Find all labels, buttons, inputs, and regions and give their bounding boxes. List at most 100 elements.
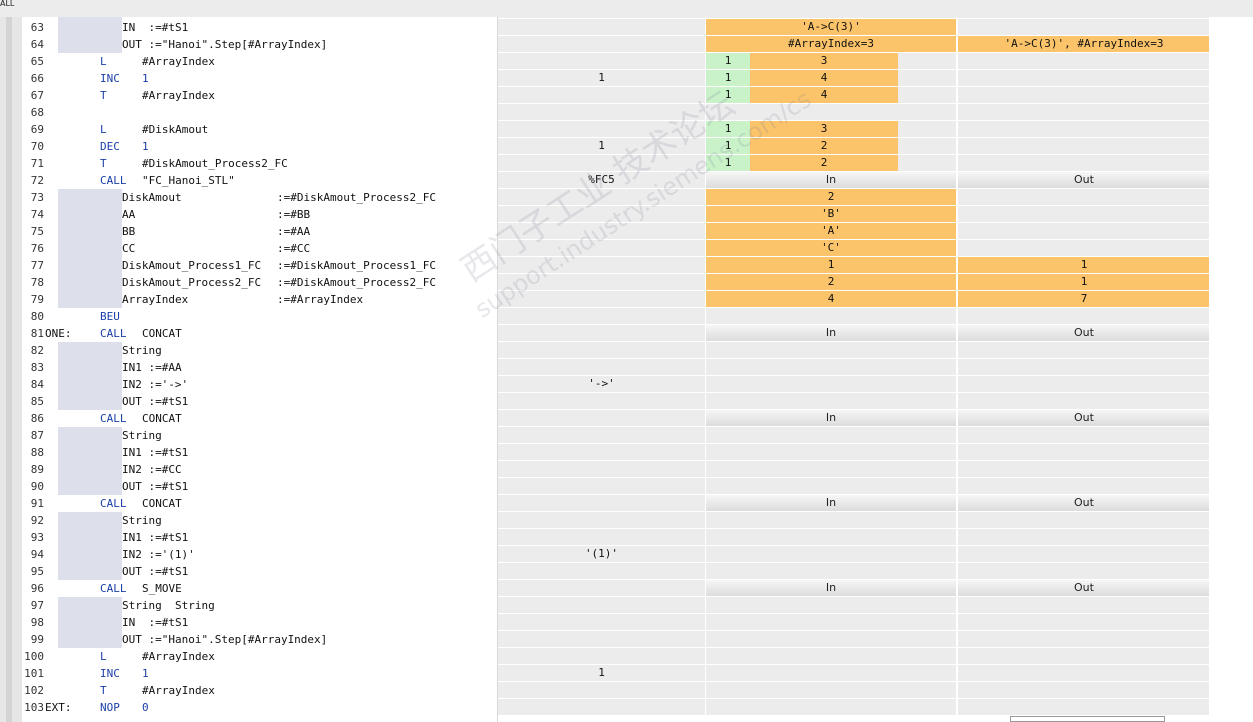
status-cell-bg xyxy=(706,444,956,460)
code-line[interactable]: 69 L #DiskAmout xyxy=(22,121,497,138)
status-cell-accu xyxy=(498,512,705,528)
status-row xyxy=(498,614,1210,631)
code-line[interactable]: 96 CALL S_MOVE xyxy=(22,580,497,597)
all-button[interactable]: ALL xyxy=(0,0,15,8)
indent-block xyxy=(58,614,122,631)
code-line[interactable]: 85 OUT :=#tS1 xyxy=(22,393,497,410)
line-number: 102 xyxy=(24,684,44,697)
status-row xyxy=(498,342,1210,359)
zoom-dropdown[interactable] xyxy=(1010,716,1165,722)
code-line[interactable]: 88 IN1 :=#tS1 xyxy=(22,444,497,461)
status-cell-accu xyxy=(498,529,705,545)
status-cell-accu xyxy=(498,427,705,443)
status-cell-bg xyxy=(958,682,1210,698)
status-cell-accu xyxy=(498,308,705,324)
status-cell-bg xyxy=(958,138,1210,154)
code-line[interactable]: 63 IN :=#tS1 xyxy=(22,19,497,36)
status-value: 1 xyxy=(706,121,750,137)
status-cell-bg xyxy=(958,376,1210,392)
status-row xyxy=(498,597,1210,614)
instruction: CALL xyxy=(100,412,127,425)
code-line[interactable]: 98 IN :=#tS1 xyxy=(22,614,497,631)
code-line[interactable]: 100 L #ArrayIndex xyxy=(22,648,497,665)
line-number: 79 xyxy=(30,293,44,306)
status-cell-accu: 1 xyxy=(498,138,705,154)
code-line[interactable]: 87 String xyxy=(22,427,497,444)
code-line[interactable]: 80 BEU xyxy=(22,308,497,325)
status-cell-bg xyxy=(958,87,1210,103)
code-line[interactable]: 78 DiskAmout_Process2_FC:=#DiskAmout_Proc… xyxy=(22,274,497,291)
code-line[interactable]: 97 String String xyxy=(22,597,497,614)
call-parameter: OUT :=#tS1 xyxy=(122,480,189,493)
call-parameter: String xyxy=(122,429,162,442)
stl-code-editor[interactable]: 62String String 63 IN :=#tS1 64 OUT :="Hanoi… xyxy=(22,17,497,722)
call-parameter: IN :=#tS1 xyxy=(122,21,189,34)
param-value: :=#DiskAmout_Process2_FC xyxy=(277,276,436,289)
code-line[interactable]: 92 String xyxy=(22,512,497,529)
code-line[interactable]: 66 INC 1 xyxy=(22,70,497,87)
status-cell-accu xyxy=(498,393,705,409)
status-cell-bg xyxy=(706,529,956,545)
line-number: 92 xyxy=(30,514,44,527)
status-cell-bg xyxy=(958,240,1210,256)
status-cell-bg xyxy=(706,614,956,630)
status-cell-accu xyxy=(498,342,705,358)
code-line[interactable]: 67 T #ArrayIndex xyxy=(22,87,497,104)
param-name: DiskAmout_Process1_FC xyxy=(122,259,262,272)
line-number: 91 xyxy=(30,497,44,510)
status-cell-bg xyxy=(958,104,1210,120)
code-line[interactable]: 70 DEC 1 xyxy=(22,138,497,155)
status-cell-bg xyxy=(958,614,1210,630)
code-line[interactable]: 91 CALL CONCAT xyxy=(22,495,497,512)
instruction: BEU xyxy=(100,310,120,323)
code-line[interactable]: 93 IN1 :=#tS1 xyxy=(22,529,497,546)
status-cell-bg xyxy=(706,342,956,358)
status-row: In Out xyxy=(498,580,1210,597)
code-line[interactable]: 86 CALL CONCAT xyxy=(22,410,497,427)
instruction: T xyxy=(100,684,107,697)
code-line[interactable]: 65 L #ArrayIndex xyxy=(22,53,497,70)
status-row xyxy=(498,104,1210,121)
code-line[interactable]: 77 DiskAmout_Process1_FC:=#DiskAmout_Proc… xyxy=(22,257,497,274)
code-line[interactable]: 71 T #DiskAmout_Process2_FC xyxy=(22,155,497,172)
code-line[interactable]: 73 DiskAmout:=#DiskAmout_Process2_FC xyxy=(22,189,497,206)
status-cell-accu xyxy=(498,274,705,290)
code-line[interactable]: 68 xyxy=(22,104,497,121)
code-line[interactable]: 74 AA:=#BB xyxy=(22,206,497,223)
code-line[interactable]: 89 IN2 :=#CC xyxy=(22,461,497,478)
code-line[interactable]: 76 CC:=#CC xyxy=(22,240,497,257)
code-line[interactable]: 90 OUT :=#tS1 xyxy=(22,478,497,495)
instruction: INC xyxy=(100,72,120,85)
code-line[interactable]: 101 INC 1 xyxy=(22,665,497,682)
indent-block xyxy=(58,427,122,444)
code-line[interactable]: 99 OUT :="Hanoi".Step[#ArrayIndex] xyxy=(22,631,497,648)
code-line[interactable]: 84 IN2 := '->' xyxy=(22,376,497,393)
code-line[interactable]: 62String String xyxy=(22,17,497,19)
code-line[interactable]: 83 IN1 :=#AA xyxy=(22,359,497,376)
status-cell-bg xyxy=(958,648,1210,664)
code-line[interactable]: 79 ArrayIndex:=#ArrayIndex xyxy=(22,291,497,308)
code-line[interactable]: 94 IN2 := '(1)' xyxy=(22,546,497,563)
breakpoint-gutter[interactable] xyxy=(0,17,22,722)
code-line[interactable]: 103 EXT: NOP 0 xyxy=(22,699,497,716)
code-line[interactable]: 82 String xyxy=(22,342,497,359)
status-cell-bg xyxy=(958,189,1210,205)
literal: '(1)' xyxy=(161,548,195,561)
line-number: 68 xyxy=(30,106,44,119)
code-line[interactable]: 81 ONE: CALL CONCAT xyxy=(22,325,497,342)
code-line[interactable]: 102 T #ArrayIndex xyxy=(22,682,497,699)
status-cell-bg xyxy=(706,104,956,120)
code-line[interactable]: 75 BB:=#AA xyxy=(22,223,497,240)
status-cell-accu xyxy=(498,563,705,579)
indent-block xyxy=(58,223,122,240)
line-number: 82 xyxy=(30,344,44,357)
code-line[interactable]: 72 CALL "FC_Hanoi_STL" xyxy=(22,172,497,189)
code-line[interactable]: 95 OUT :=#tS1 xyxy=(22,563,497,580)
instruction: T xyxy=(100,89,107,102)
code-line[interactable]: 64 OUT :="Hanoi".Step[#ArrayIndex] xyxy=(22,36,497,53)
literal: '->' xyxy=(161,378,189,391)
status-value: Out xyxy=(958,495,1210,511)
status-row: '(1)' xyxy=(498,546,1210,563)
status-row: 2 xyxy=(498,189,1210,206)
status-cell-bg xyxy=(958,427,1210,443)
